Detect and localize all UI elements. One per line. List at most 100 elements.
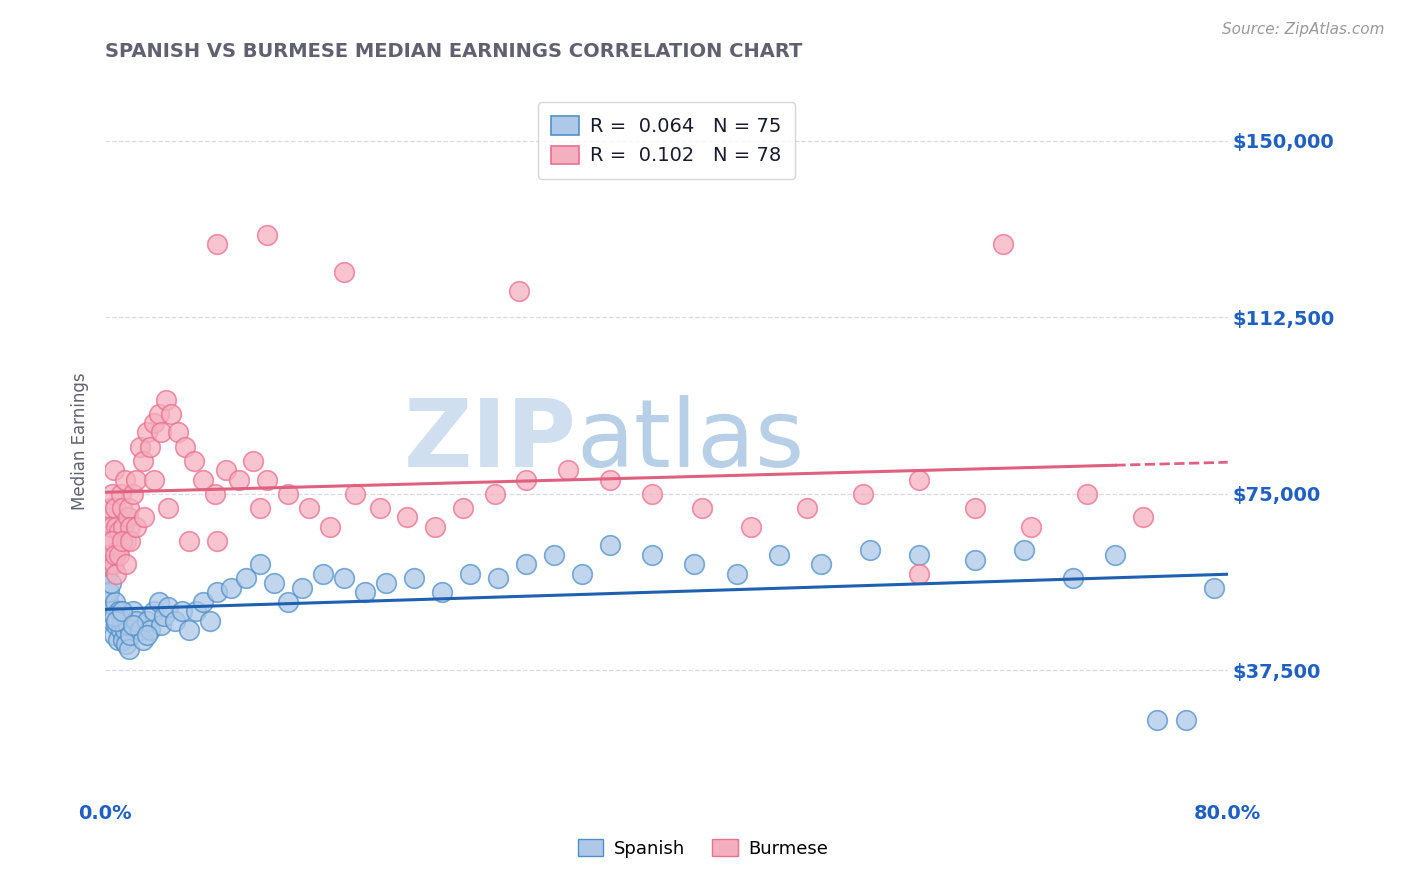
Point <box>508 284 530 298</box>
Point <box>228 473 250 487</box>
Point <box>1132 510 1154 524</box>
Point <box>291 581 314 595</box>
Point <box>332 265 354 279</box>
Point <box>103 558 125 572</box>
Point <box>129 623 152 637</box>
Point <box>221 581 243 595</box>
Point <box>125 473 148 487</box>
Point <box>143 473 166 487</box>
Point <box>97 558 120 572</box>
Point <box>132 632 155 647</box>
Point <box>965 552 987 566</box>
Point <box>101 533 124 548</box>
Point <box>111 500 134 515</box>
Point <box>515 473 537 487</box>
Text: Source: ZipAtlas.com: Source: ZipAtlas.com <box>1222 22 1385 37</box>
Point <box>725 566 748 581</box>
Point <box>641 486 664 500</box>
Point <box>430 585 453 599</box>
Point <box>298 500 321 515</box>
Point <box>374 576 396 591</box>
Point <box>103 609 125 624</box>
Point <box>1019 519 1042 533</box>
Text: atlas: atlas <box>576 394 804 487</box>
Point <box>101 486 124 500</box>
Point <box>1012 543 1035 558</box>
Point <box>107 543 129 558</box>
Point <box>200 614 222 628</box>
Point <box>515 558 537 572</box>
Point <box>332 571 354 585</box>
Point <box>122 604 145 618</box>
Point <box>207 585 229 599</box>
Point <box>193 595 215 609</box>
Point <box>167 425 190 440</box>
Legend: Spanish, Burmese: Spanish, Burmese <box>571 832 835 865</box>
Point <box>193 473 215 487</box>
Point <box>136 425 159 440</box>
Point <box>104 548 127 562</box>
Point <box>108 604 131 618</box>
Point <box>118 500 141 515</box>
Point <box>312 566 335 581</box>
Point <box>101 614 124 628</box>
Point <box>104 595 127 609</box>
Point <box>134 510 156 524</box>
Point <box>484 486 506 500</box>
Legend: R =  0.064   N = 75, R =  0.102   N = 78: R = 0.064 N = 75, R = 0.102 N = 78 <box>537 103 796 179</box>
Point <box>599 473 621 487</box>
Point <box>153 609 176 624</box>
Point <box>768 548 790 562</box>
Point <box>235 571 257 585</box>
Y-axis label: Median Earnings: Median Earnings <box>72 372 89 509</box>
Point <box>100 519 122 533</box>
Point <box>242 453 264 467</box>
Point <box>395 510 418 524</box>
Point <box>97 533 120 548</box>
Point <box>157 599 180 614</box>
Point <box>117 618 139 632</box>
Point <box>451 500 474 515</box>
Point <box>110 623 132 637</box>
Point <box>1062 571 1084 585</box>
Point <box>150 618 173 632</box>
Point <box>908 548 931 562</box>
Point <box>318 519 340 533</box>
Point <box>263 576 285 591</box>
Point <box>98 548 121 562</box>
Point <box>114 473 136 487</box>
Point <box>690 500 713 515</box>
Point <box>125 519 148 533</box>
Point <box>117 510 139 524</box>
Point <box>215 463 238 477</box>
Point <box>139 440 162 454</box>
Point <box>122 486 145 500</box>
Point <box>98 585 121 599</box>
Point <box>423 519 446 533</box>
Point <box>740 519 762 533</box>
Point <box>859 543 882 558</box>
Point <box>129 440 152 454</box>
Point <box>1202 581 1225 595</box>
Point <box>343 486 366 500</box>
Point <box>183 453 205 467</box>
Point <box>991 237 1014 252</box>
Point <box>96 566 118 581</box>
Point <box>132 453 155 467</box>
Point <box>110 486 132 500</box>
Point <box>148 407 170 421</box>
Point <box>143 604 166 618</box>
Point <box>108 548 131 562</box>
Point <box>120 628 142 642</box>
Point <box>107 632 129 647</box>
Point <box>1174 713 1197 727</box>
Point <box>105 614 128 628</box>
Point <box>1146 713 1168 727</box>
Point <box>115 637 138 651</box>
Point <box>100 576 122 591</box>
Point <box>486 571 509 585</box>
Point <box>111 604 134 618</box>
Point <box>204 486 226 500</box>
Point <box>256 227 278 242</box>
Point <box>100 604 122 618</box>
